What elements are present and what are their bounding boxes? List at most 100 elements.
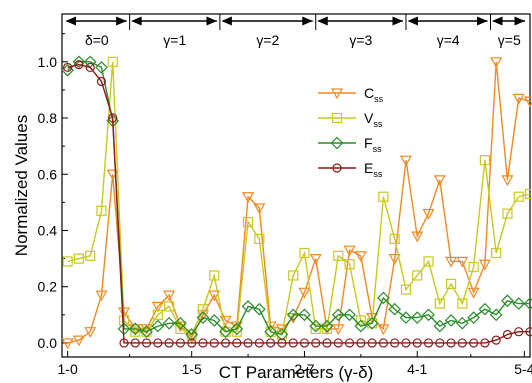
data-point bbox=[95, 290, 108, 302]
data-point bbox=[434, 298, 445, 309]
data-point bbox=[490, 57, 503, 69]
data-point bbox=[141, 326, 152, 337]
data-point bbox=[151, 301, 164, 313]
data-point bbox=[525, 327, 532, 337]
data-point bbox=[242, 216, 254, 228]
x-tick-label: 5-4 bbox=[514, 361, 532, 377]
data-point bbox=[220, 338, 231, 348]
data-point bbox=[410, 311, 424, 324]
data-point bbox=[489, 308, 503, 322]
data-point bbox=[412, 338, 422, 348]
data-point bbox=[254, 338, 264, 348]
region-annotations: δ=0 γ=1 γ=2 γ=3 γ=4 γ=5 bbox=[65, 14, 525, 48]
legend-marker bbox=[330, 136, 344, 150]
data-point bbox=[140, 325, 153, 339]
data-point bbox=[231, 326, 242, 337]
legend-marker bbox=[332, 163, 342, 173]
y-tick-label: 0.8 bbox=[38, 110, 58, 126]
data-point bbox=[445, 278, 457, 290]
data-point bbox=[333, 338, 343, 348]
data-point bbox=[151, 319, 165, 333]
data-point bbox=[389, 233, 400, 245]
data-point bbox=[253, 302, 266, 316]
legend-marker bbox=[331, 112, 343, 124]
data-point bbox=[390, 338, 400, 348]
series-f bbox=[61, 55, 532, 341]
data-point bbox=[491, 247, 502, 259]
data-point bbox=[444, 314, 458, 327]
legend-item-e: Ess bbox=[318, 160, 383, 179]
data-point bbox=[514, 327, 524, 337]
data-point bbox=[219, 325, 232, 339]
data-point bbox=[198, 338, 208, 348]
data-point bbox=[254, 233, 265, 245]
data-point bbox=[501, 294, 514, 308]
data-point bbox=[72, 55, 86, 69]
legend: Css Vss Fss Ess bbox=[318, 85, 384, 179]
data-point bbox=[365, 316, 379, 330]
data-point bbox=[63, 62, 73, 73]
data-point bbox=[62, 256, 73, 267]
series-line bbox=[67, 61, 531, 336]
data-point bbox=[309, 319, 323, 333]
y-tick-label: 0.2 bbox=[38, 279, 58, 295]
data-point bbox=[468, 261, 479, 273]
data-point bbox=[501, 175, 514, 187]
data-point bbox=[298, 308, 311, 322]
legend-label: Css bbox=[364, 85, 384, 104]
x-tick-label: 2-7 bbox=[294, 361, 314, 377]
data-point bbox=[197, 304, 209, 315]
data-point bbox=[153, 338, 163, 348]
data-point bbox=[343, 245, 356, 257]
data-point bbox=[130, 326, 141, 337]
data-point bbox=[320, 319, 334, 333]
data-point bbox=[399, 155, 412, 167]
data-point bbox=[196, 311, 210, 324]
x-tick-label: 1-0 bbox=[58, 361, 78, 377]
region-label: γ=2 bbox=[256, 32, 279, 48]
region-label: δ=0 bbox=[85, 32, 109, 48]
data-point bbox=[322, 338, 332, 348]
data-point bbox=[265, 326, 276, 337]
data-point bbox=[207, 314, 221, 327]
data-point bbox=[162, 316, 176, 330]
data-point bbox=[321, 323, 333, 334]
data-point bbox=[141, 338, 152, 348]
y-tick-label: 0.0 bbox=[38, 335, 58, 351]
legend-label: Ess bbox=[364, 160, 383, 179]
region-label: γ=3 bbox=[349, 32, 372, 48]
data-point bbox=[96, 205, 107, 216]
data-point bbox=[187, 338, 197, 348]
data-point bbox=[174, 316, 187, 330]
legend-item-c: Css bbox=[318, 85, 384, 104]
series-e bbox=[63, 60, 532, 348]
data-point bbox=[502, 208, 513, 219]
data-point bbox=[266, 338, 276, 348]
data-point bbox=[367, 338, 377, 348]
data-point bbox=[435, 338, 445, 348]
data-point bbox=[299, 338, 310, 348]
data-point bbox=[220, 326, 231, 337]
data-point bbox=[209, 338, 219, 348]
data-point bbox=[96, 76, 107, 87]
data-point bbox=[513, 191, 524, 202]
series-c bbox=[61, 57, 532, 350]
data-point bbox=[344, 259, 355, 270]
x-tick-label: 4-1 bbox=[407, 361, 427, 377]
data-point bbox=[232, 338, 242, 348]
data-point bbox=[175, 338, 186, 348]
data-point bbox=[331, 308, 345, 322]
data-point bbox=[130, 338, 140, 348]
plot-frame bbox=[61, 13, 531, 358]
data-point bbox=[523, 96, 532, 108]
series-line bbox=[67, 63, 530, 344]
data-point bbox=[275, 328, 289, 341]
data-point bbox=[401, 338, 411, 348]
plot-area: 0.0 0.2 0.4 0.6 0.8 1.0 1-0 1-5 2-7 4-1 5-4 δ=0 γ=1… bbox=[38, 13, 532, 377]
data-point bbox=[310, 323, 321, 334]
data-point bbox=[512, 93, 525, 105]
data-point bbox=[344, 338, 355, 348]
data-point bbox=[479, 155, 490, 166]
data-point bbox=[355, 315, 366, 326]
